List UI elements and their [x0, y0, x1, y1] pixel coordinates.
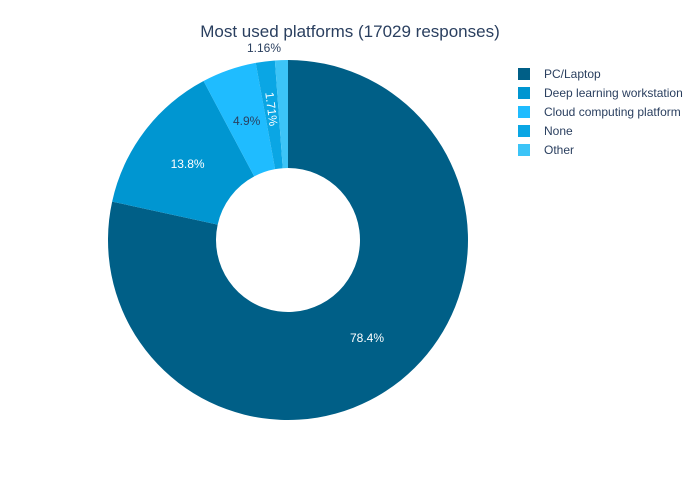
slice-cloud-computing-platform[interactable]: [203, 62, 276, 177]
legend-label: None: [544, 124, 573, 138]
legend-label: Deep learning workstation: [544, 86, 683, 100]
legend-label: Cloud computing platform: [544, 105, 681, 119]
slices-group: [108, 60, 468, 420]
legend-item-cloud-computing-platform[interactable]: Cloud computing platform: [518, 105, 681, 119]
legend-item-pc-laptop[interactable]: PC/Laptop: [518, 67, 601, 81]
legend-swatch: [518, 125, 530, 137]
legend-swatch: [518, 87, 530, 99]
legend-item-deep-learning-workstation[interactable]: Deep learning workstation: [518, 86, 683, 100]
legend-swatch: [518, 68, 530, 80]
legend-label: PC/Laptop: [544, 67, 601, 81]
slice-label-deep-learning-workstation: 13.8%: [171, 157, 205, 171]
slice-label-none: 1.71%: [262, 91, 280, 127]
legend-item-none[interactable]: None: [518, 124, 573, 138]
slice-pc-laptop[interactable]: [108, 60, 468, 420]
slice-none[interactable]: [255, 60, 283, 170]
slice-labels-group: 78.4% 13.8% 4.9% 1.71% 1.16%: [171, 41, 385, 345]
legend-item-other[interactable]: Other: [518, 143, 574, 157]
slice-deep-learning-workstation[interactable]: [112, 81, 255, 225]
slice-label-cloud-computing-platform: 4.9%: [233, 114, 261, 128]
slice-other[interactable]: [274, 60, 288, 169]
slice-label-pc-laptop: 78.4%: [350, 331, 384, 345]
legend-swatch: [518, 106, 530, 118]
legend: PC/Laptop Deep learning workstation Cloud …: [518, 67, 683, 157]
chart-title: Most used platforms (17029 responses): [200, 22, 500, 41]
legend-swatch: [518, 144, 530, 156]
slice-label-other: 1.16%: [247, 41, 281, 55]
legend-label: Other: [544, 143, 574, 157]
